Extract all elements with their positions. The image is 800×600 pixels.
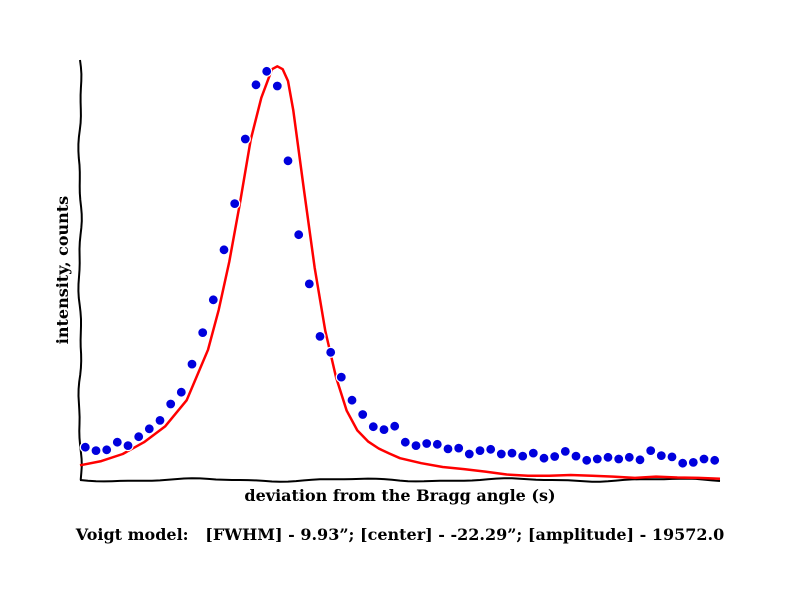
y-axis-line xyxy=(77,59,83,481)
data-points-layer xyxy=(79,65,721,469)
x-axis-line xyxy=(79,477,721,483)
data-point xyxy=(399,436,411,448)
data-point xyxy=(431,438,443,450)
data-point xyxy=(79,441,91,453)
data-point xyxy=(634,454,646,466)
data-point xyxy=(581,454,593,466)
data-point xyxy=(495,448,507,460)
data-point xyxy=(133,431,145,443)
data-point xyxy=(549,450,561,463)
voigt-fit-line xyxy=(79,65,721,480)
data-point xyxy=(346,394,358,406)
data-point xyxy=(655,450,667,462)
chart-caption: Voigt model: [FWHM] - 9.93”; [center] - … xyxy=(75,525,724,544)
data-point xyxy=(357,408,369,421)
data-point xyxy=(325,346,337,358)
data-point xyxy=(122,440,134,452)
data-point xyxy=(250,79,262,91)
data-point xyxy=(570,450,582,462)
data-point xyxy=(165,398,177,410)
data-point xyxy=(463,448,475,460)
data-point xyxy=(666,451,678,463)
data-point xyxy=(282,155,294,167)
data-point xyxy=(367,421,379,433)
data-point xyxy=(229,198,241,210)
data-point xyxy=(559,445,571,457)
data-point xyxy=(410,440,422,452)
data-point xyxy=(677,457,689,469)
data-point xyxy=(389,420,401,432)
data-point xyxy=(186,358,198,370)
data-point xyxy=(90,445,102,457)
data-point xyxy=(293,229,305,241)
data-point xyxy=(645,445,657,457)
data-point xyxy=(453,442,465,454)
data-point xyxy=(527,447,539,459)
y-axis-label: intensity, counts xyxy=(53,196,72,344)
data-point xyxy=(218,244,230,256)
data-point xyxy=(143,423,155,435)
data-point xyxy=(271,80,283,92)
data-point xyxy=(698,453,710,465)
data-point xyxy=(335,371,347,383)
data-point xyxy=(506,447,518,459)
data-point xyxy=(314,330,326,342)
data-point xyxy=(613,453,625,465)
data-point xyxy=(303,278,315,290)
data-point xyxy=(687,456,699,468)
x-axis-label: deviation from the Bragg angle (s) xyxy=(244,486,555,505)
data-point xyxy=(602,451,614,463)
data-point xyxy=(442,443,454,455)
fit-curve-layer xyxy=(79,65,721,480)
data-point xyxy=(709,454,721,466)
data-point xyxy=(474,445,486,457)
data-point xyxy=(517,450,529,462)
data-point xyxy=(261,65,273,77)
data-point xyxy=(154,414,166,426)
data-point xyxy=(197,327,209,339)
data-point xyxy=(207,294,219,306)
data-point xyxy=(485,443,497,455)
data-point xyxy=(111,436,123,448)
data-point xyxy=(591,453,603,465)
data-point xyxy=(623,451,635,463)
data-point xyxy=(239,133,251,145)
data-point xyxy=(421,437,433,450)
data-point xyxy=(101,444,113,456)
data-point xyxy=(538,452,550,464)
data-point xyxy=(175,386,187,398)
data-point xyxy=(378,424,390,436)
axes xyxy=(77,59,721,483)
